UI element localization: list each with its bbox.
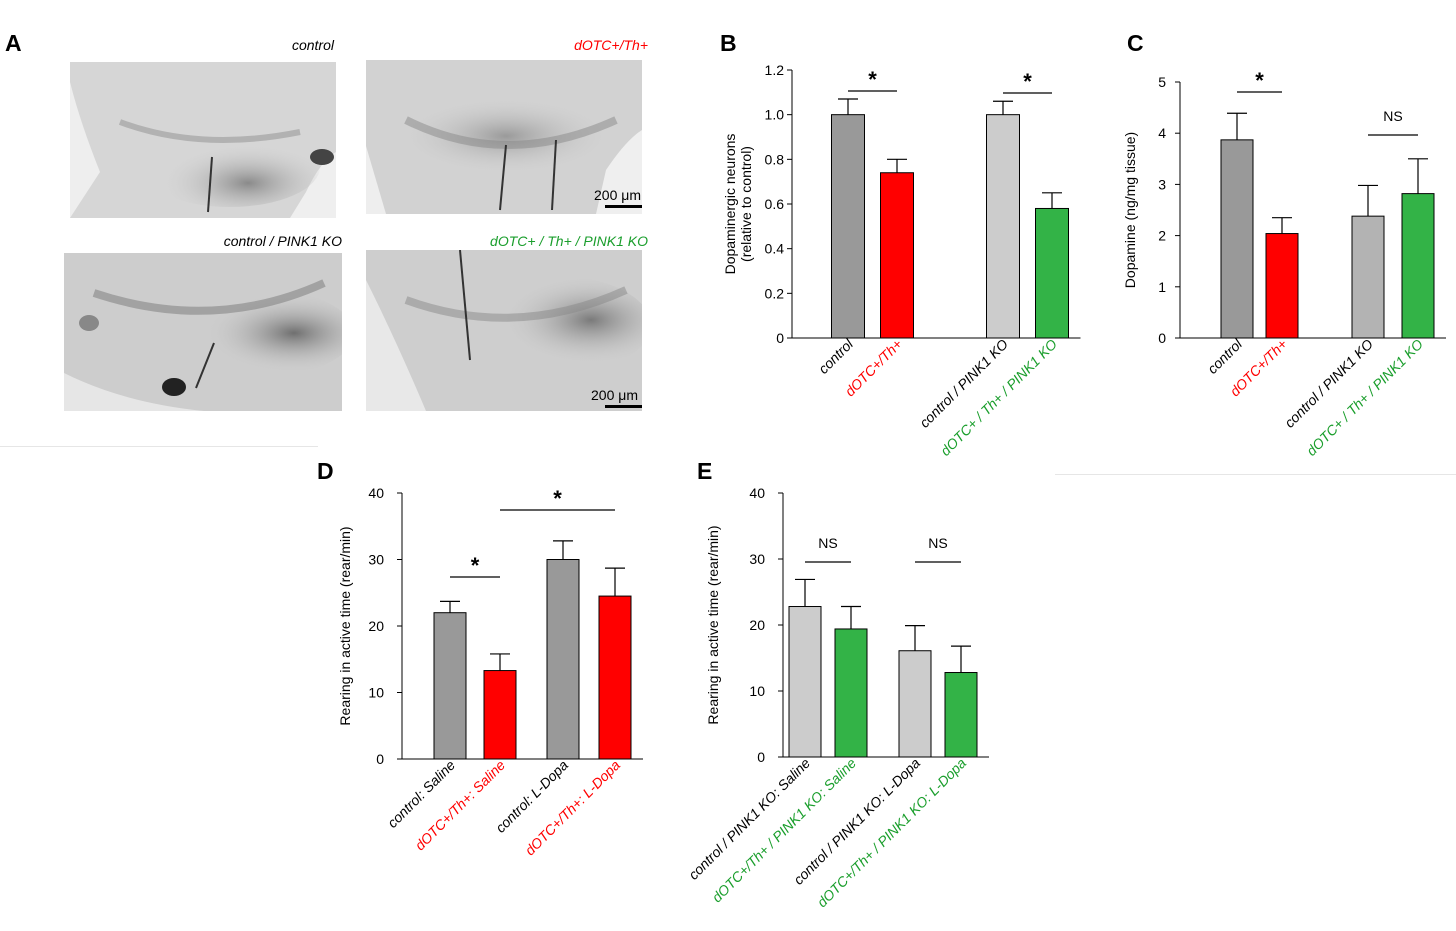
bar: [834, 628, 868, 758]
significance-label: *: [471, 553, 480, 578]
significance-label: NS: [1383, 108, 1402, 124]
micrograph-dotc-th: [366, 60, 642, 214]
y-tick-label: 40: [368, 485, 384, 501]
category-label: dOTC+/Th+: L-Dopa: [522, 757, 624, 859]
y-tick-label: 4: [1158, 125, 1166, 141]
bar: [598, 595, 632, 760]
bar: [986, 114, 1020, 339]
bar: [433, 612, 467, 760]
bar: [788, 606, 822, 758]
y-tick-label: 0: [776, 330, 784, 346]
y-tick-label: 0.6: [765, 196, 785, 212]
bar: [898, 650, 932, 758]
y-tick-label: 3: [1158, 176, 1166, 192]
micrograph-dotc-th-pink1: [366, 250, 642, 411]
y-axis-label: Rearing in active time (rear/min): [337, 526, 353, 725]
bar: [483, 670, 517, 760]
bar: [1220, 139, 1254, 339]
chart-b: 0 0.2 0.4 0.6 0.8 1.0 1.2 Dopaminergic neurons(…: [722, 62, 1081, 459]
chart-d: 0 10 20 30 40 Rearing in active time (rear/mi…: [337, 485, 643, 859]
category-label: dOTC+/Th+: Saline: [412, 757, 509, 854]
y-tick-label: 0.8: [765, 151, 785, 167]
bar: [1265, 233, 1299, 339]
y-tick-label: 0: [1158, 330, 1166, 346]
panel-a-letter: A: [5, 30, 22, 56]
scale-bar-top: [605, 205, 642, 208]
y-tick-label: 5: [1158, 74, 1166, 90]
significance-label: *: [1023, 69, 1032, 94]
y-tick-label: 1: [1158, 279, 1166, 295]
y-tick-label: 10: [749, 683, 765, 699]
micrograph-control: [70, 62, 336, 218]
micrograph-control-pink1: [64, 253, 342, 411]
significance-label: *: [553, 486, 562, 511]
bar: [880, 172, 914, 339]
panel-c-letter: C: [1127, 30, 1144, 56]
category-label: control: [815, 335, 857, 377]
micrograph-label-control: control: [291, 37, 334, 53]
bar: [1401, 193, 1435, 339]
micrograph-label-dotc-th: dOTC+/Th+: [574, 37, 648, 53]
y-tick-label: 30: [749, 551, 765, 567]
y-axis-label: Dopaminergic neurons: [722, 134, 738, 275]
scale-bar-bottom: [605, 405, 642, 408]
y-tick-label: 30: [368, 552, 384, 568]
y-tick-label: 10: [368, 685, 384, 701]
panel-d-letter: D: [317, 458, 334, 484]
bar: [944, 672, 978, 758]
bar: [1351, 215, 1385, 339]
y-axis-label: Dopamine (ng/mg tissue): [1122, 132, 1138, 288]
panel-separator: [1055, 474, 1456, 475]
category-label: control / PINK1 KO: [1281, 336, 1376, 431]
y-tick-label: 20: [368, 618, 384, 634]
bar: [1035, 207, 1069, 339]
scale-label-bottom: 200 μm: [591, 387, 638, 403]
y-tick-label: 2: [1158, 228, 1166, 244]
micrograph-label-control-pink1: control / PINK1 KO: [223, 233, 342, 249]
significance-label: NS: [928, 535, 947, 551]
y-axis-label: Rearing in active time (rear/min): [705, 525, 721, 724]
y-tick-label: 0: [757, 749, 765, 765]
y-axis-label: (relative to control): [738, 146, 754, 262]
panel-e-letter: E: [697, 458, 713, 484]
category-label: control / PINK1 KO: [916, 336, 1011, 431]
significance-label: *: [868, 67, 877, 92]
significance-label: NS: [818, 535, 837, 551]
chart-e: 0 10 20 30 40 Rearing in active time (rear/mi…: [685, 485, 989, 910]
y-tick-label: 0.2: [765, 285, 785, 301]
y-tick-label: 40: [749, 485, 765, 501]
panel-separator: [0, 446, 318, 447]
bar: [546, 559, 580, 760]
significance-label: *: [1255, 68, 1264, 93]
y-tick-label: 1.2: [765, 62, 785, 78]
panel-b-letter: B: [720, 30, 737, 56]
y-tick-label: 20: [749, 617, 765, 633]
micrograph-label-dotc-th-pink1: dOTC+ / Th+ / PINK1 KO: [490, 233, 648, 249]
y-tick-label: 1.0: [765, 107, 785, 123]
y-tick-label: 0.4: [765, 241, 785, 257]
category-label: control: [1204, 335, 1246, 377]
scale-label-top: 200 μm: [594, 187, 641, 203]
bar: [831, 114, 865, 339]
y-tick-label: 0: [376, 751, 384, 767]
